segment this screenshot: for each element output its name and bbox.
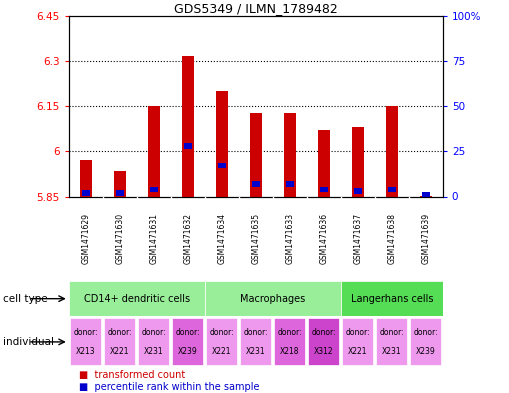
Bar [216,91,228,196]
Bar [81,190,90,196]
Text: GSM1471632: GSM1471632 [183,213,192,264]
Bar [217,163,226,169]
Text: ■  percentile rank within the sample: ■ percentile rank within the sample [79,382,260,392]
Text: Macrophages: Macrophages [240,294,305,304]
Bar [250,113,262,196]
Text: donor:: donor: [209,328,234,337]
Text: ■  transformed count: ■ transformed count [79,370,185,380]
Text: X239: X239 [416,347,436,356]
Text: GSM1471639: GSM1471639 [421,213,430,264]
Bar [251,181,260,187]
Text: GSM1471631: GSM1471631 [149,213,158,264]
Text: X218: X218 [280,347,299,356]
Text: X221: X221 [212,347,232,356]
Text: X239: X239 [178,347,197,356]
Text: X221: X221 [348,347,367,356]
Text: X221: X221 [110,347,129,356]
Bar [376,318,408,365]
Bar [320,187,328,192]
Text: GSM1471629: GSM1471629 [81,213,90,264]
Bar [421,192,430,197]
Text: donor:: donor: [107,328,132,337]
Bar [184,143,192,149]
Bar [286,181,294,187]
Text: X213: X213 [76,347,96,356]
Text: donor:: donor: [277,328,302,337]
Bar [70,318,101,365]
Bar [172,318,204,365]
Text: individual: individual [3,337,53,347]
Title: GDS5349 / ILMN_1789482: GDS5349 / ILMN_1789482 [174,2,337,15]
Bar [274,318,305,365]
Text: GSM1471636: GSM1471636 [319,213,328,264]
Text: donor:: donor: [346,328,370,337]
Text: donor:: donor: [73,328,98,337]
Text: GSM1471638: GSM1471638 [387,213,397,264]
Text: GSM1471634: GSM1471634 [217,213,227,264]
Bar [114,171,126,196]
Bar [318,130,330,196]
Bar [104,318,135,365]
Bar [69,281,205,316]
Bar [205,281,341,316]
Bar [80,160,92,196]
Bar [386,106,398,196]
Bar [410,318,441,365]
Text: GSM1471630: GSM1471630 [115,213,124,264]
Bar [342,318,374,365]
Bar [116,190,124,196]
Text: X312: X312 [314,347,333,356]
Text: GSM1471633: GSM1471633 [285,213,294,264]
Text: donor:: donor: [243,328,268,337]
Bar [150,187,158,192]
Text: donor:: donor: [142,328,166,337]
Bar [352,127,364,196]
Bar [284,113,296,196]
Text: X231: X231 [144,347,163,356]
Bar [341,281,443,316]
Bar [240,318,271,365]
Text: donor:: donor: [413,328,438,337]
Text: donor:: donor: [380,328,404,337]
Bar [206,318,237,365]
Bar [148,106,160,196]
Text: GSM1471637: GSM1471637 [353,213,362,264]
Text: GSM1471635: GSM1471635 [251,213,260,264]
Text: CD14+ dendritic cells: CD14+ dendritic cells [83,294,190,304]
Text: donor:: donor: [312,328,336,337]
Bar [182,57,194,196]
Bar [138,318,169,365]
Bar [388,187,396,192]
Bar [308,318,340,365]
Bar [354,188,362,194]
Text: X231: X231 [246,347,266,356]
Text: donor:: donor: [176,328,200,337]
Text: X231: X231 [382,347,402,356]
Text: cell type: cell type [3,294,47,304]
Text: Langerhans cells: Langerhans cells [351,294,433,304]
